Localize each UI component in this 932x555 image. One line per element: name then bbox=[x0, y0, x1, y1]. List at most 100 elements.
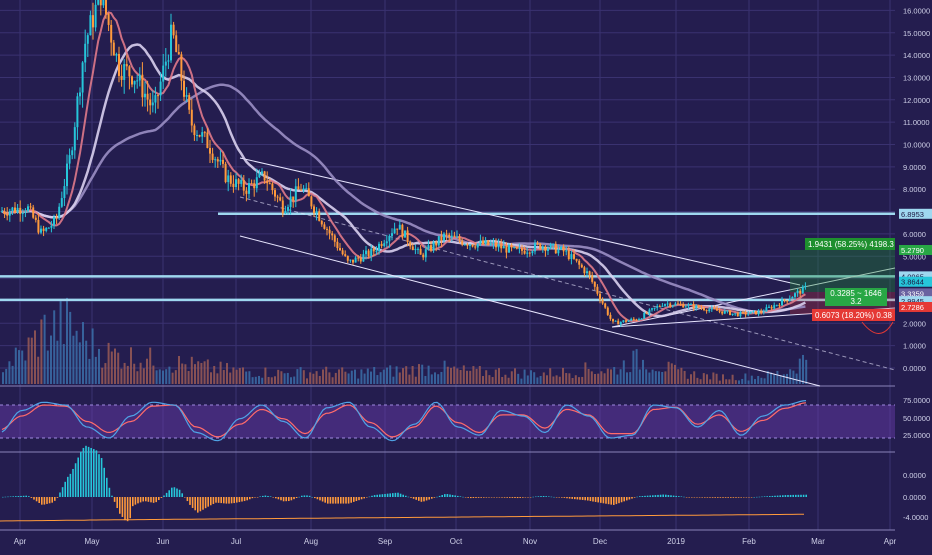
target-label-box bbox=[805, 238, 895, 250]
macd-bar bbox=[475, 497, 477, 498]
time-axis-label: 2019 bbox=[667, 537, 685, 546]
macd-bar bbox=[667, 494, 670, 497]
candle-body bbox=[500, 244, 503, 249]
macd-bar bbox=[706, 497, 709, 498]
volume-bar bbox=[459, 370, 462, 384]
candle-body bbox=[284, 210, 287, 214]
macd-bar bbox=[46, 497, 48, 504]
macd-bar bbox=[782, 495, 784, 497]
candle-body bbox=[432, 242, 435, 251]
candle-body bbox=[786, 300, 789, 302]
macd-bar bbox=[613, 497, 615, 505]
volume-bar bbox=[187, 370, 190, 384]
macd-bar bbox=[618, 497, 620, 504]
macd-bar bbox=[100, 458, 103, 497]
macd-bar bbox=[410, 497, 412, 498]
macd-bar bbox=[77, 457, 79, 497]
macd-bar bbox=[587, 497, 589, 501]
volume-bar bbox=[574, 375, 577, 384]
volume-bar bbox=[283, 373, 286, 384]
candle-body bbox=[531, 251, 534, 254]
candle-body bbox=[232, 183, 235, 188]
volume-bar bbox=[478, 366, 481, 384]
candle-body bbox=[136, 80, 139, 82]
volume-bar bbox=[306, 378, 308, 384]
macd-bar bbox=[165, 492, 168, 497]
candle-body bbox=[604, 303, 607, 308]
volume-bar bbox=[174, 370, 177, 384]
volume-bar bbox=[578, 377, 580, 384]
volume-bar bbox=[485, 370, 488, 384]
horizontal-levels[interactable] bbox=[0, 212, 895, 302]
volume-bar bbox=[494, 369, 497, 384]
candle-body bbox=[370, 248, 373, 257]
macd-bar bbox=[698, 497, 701, 498]
macd-bar bbox=[537, 496, 540, 497]
macd-bar bbox=[173, 487, 176, 497]
candle-body bbox=[567, 250, 570, 260]
candle-body bbox=[796, 290, 799, 294]
macd-bar bbox=[319, 497, 321, 501]
macd-bar bbox=[303, 495, 306, 497]
macd-bar bbox=[522, 497, 524, 498]
stoch-tick-label: 25.0000 bbox=[903, 431, 930, 440]
macd-bar bbox=[407, 496, 410, 498]
candle-body bbox=[630, 318, 633, 321]
macd-bar bbox=[623, 497, 625, 502]
price-tick-label: 5.0000 bbox=[903, 252, 926, 261]
candle-body bbox=[466, 244, 469, 246]
volume-bar bbox=[747, 380, 750, 384]
volume-bar bbox=[763, 378, 766, 384]
macd-bar bbox=[795, 494, 797, 497]
volume-bar bbox=[104, 363, 107, 384]
volume-bar bbox=[587, 368, 590, 384]
volume-bar bbox=[469, 370, 472, 384]
macd-bar bbox=[246, 497, 248, 501]
macd-bar bbox=[594, 497, 597, 502]
macd-bar bbox=[425, 497, 428, 501]
macd-bar bbox=[314, 497, 316, 499]
macd-bar bbox=[607, 497, 610, 505]
candle-body bbox=[406, 230, 409, 243]
volume-bar bbox=[555, 375, 558, 384]
volume-bar bbox=[366, 368, 369, 384]
macd-bar bbox=[295, 497, 298, 499]
macd-bar bbox=[514, 497, 516, 498]
volume-bar bbox=[626, 372, 628, 384]
candle-body bbox=[398, 224, 401, 230]
macd-bar bbox=[652, 495, 654, 497]
volume-bar bbox=[658, 371, 660, 384]
macd-bar bbox=[321, 497, 324, 502]
candle-body bbox=[554, 243, 557, 254]
macd-bar bbox=[490, 497, 493, 498]
candle-body bbox=[263, 171, 266, 181]
volume-bar bbox=[638, 369, 641, 384]
macd-bar bbox=[108, 487, 111, 497]
macd-bar bbox=[509, 497, 511, 498]
candle-body bbox=[476, 243, 479, 248]
candle-body bbox=[515, 246, 518, 249]
macd-bar bbox=[324, 497, 326, 503]
candle-body bbox=[705, 310, 708, 312]
candle-body bbox=[73, 127, 76, 151]
macd-bar bbox=[633, 497, 636, 498]
volume-bar bbox=[133, 363, 136, 384]
candle-body bbox=[164, 61, 167, 66]
macd-bar bbox=[711, 497, 714, 498]
candle-body bbox=[378, 243, 380, 251]
macd-bar bbox=[381, 494, 384, 497]
candle-body bbox=[180, 54, 183, 81]
volume-bar bbox=[722, 374, 724, 384]
macd-bar bbox=[384, 493, 386, 497]
macd-bar bbox=[204, 497, 207, 509]
macd-bar bbox=[602, 497, 605, 504]
macd-bar bbox=[610, 497, 612, 505]
volume-bar bbox=[725, 379, 728, 384]
macd-bar bbox=[41, 497, 43, 505]
macd-bar bbox=[511, 497, 514, 498]
candle-body bbox=[274, 190, 276, 197]
candle-body bbox=[495, 242, 497, 248]
